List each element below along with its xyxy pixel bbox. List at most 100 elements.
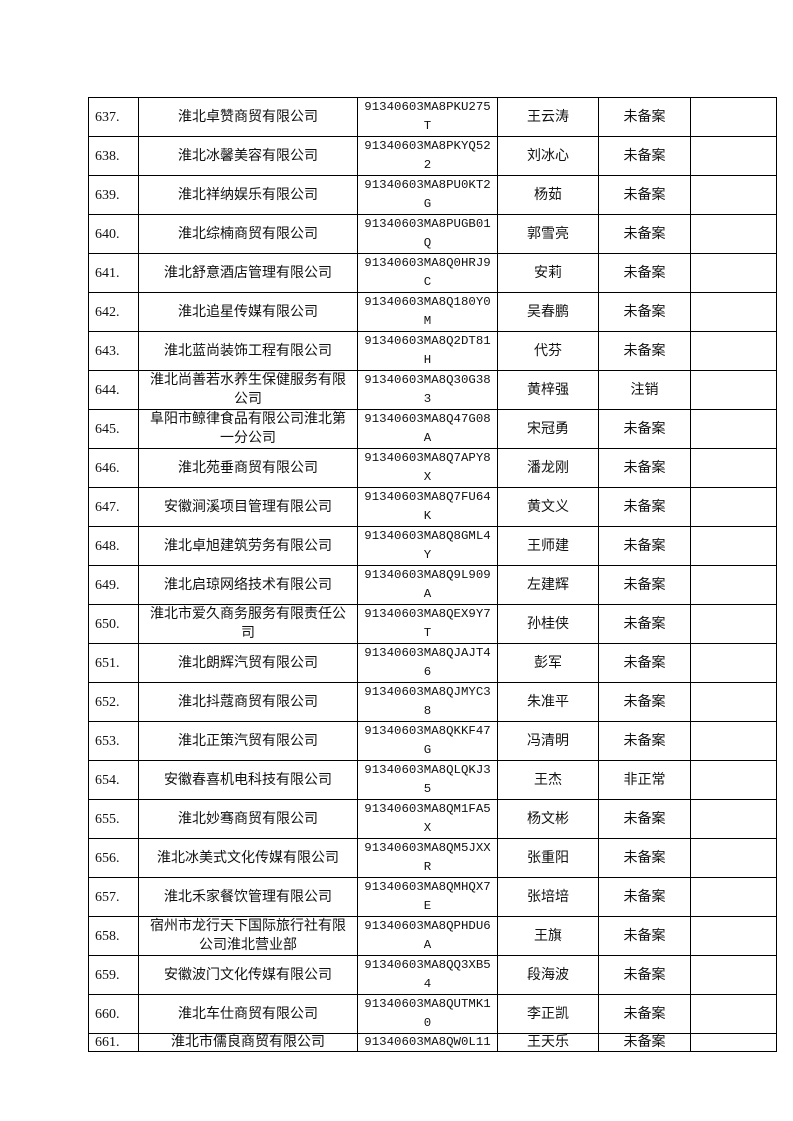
filing-status-cell: 未备案 xyxy=(598,721,691,761)
row-number-cell: 646. xyxy=(88,448,139,488)
table-row: 649. 淮北启琼网络技术有限公司 91340603MA8Q9L909A 左建辉 未备案 xyxy=(88,565,777,605)
row-number-cell: 661. xyxy=(88,1033,139,1052)
note-cell xyxy=(690,214,777,254)
filing-status-cell: 未备案 xyxy=(598,799,691,839)
credit-code-cell: 91340603MA8QJAJT46 xyxy=(357,643,498,683)
filing-status-cell: 未备案 xyxy=(598,877,691,917)
note-cell xyxy=(690,838,777,878)
table-row: 644. 淮北尚善若水养生保健服务有限公司 91340603MA8Q30G383 黄梓… xyxy=(88,370,777,410)
legal-person-cell: 冯清明 xyxy=(497,721,599,761)
credit-code-cell: 91340603MA8PKU275T xyxy=(357,97,498,137)
filing-status-cell: 未备案 xyxy=(598,175,691,215)
company-name-cell: 淮北启琼网络技术有限公司 xyxy=(138,565,358,605)
credit-code-cell: 91340603MA8PU0KT2G xyxy=(357,175,498,215)
legal-person-cell: 彭军 xyxy=(497,643,599,683)
note-cell xyxy=(690,292,777,332)
filing-status-cell: 未备案 xyxy=(598,1033,691,1052)
company-name-cell: 淮北舒意酒店管理有限公司 xyxy=(138,253,358,293)
filing-status-cell: 未备案 xyxy=(598,955,691,995)
company-name-cell: 淮北尚善若水养生保健服务有限公司 xyxy=(138,370,358,410)
filing-status-cell: 未备案 xyxy=(598,331,691,371)
filing-status-cell: 未备案 xyxy=(598,604,691,644)
legal-person-cell: 王师建 xyxy=(497,526,599,566)
legal-person-cell: 潘龙刚 xyxy=(497,448,599,488)
company-name-cell: 淮北追星传媒有限公司 xyxy=(138,292,358,332)
note-cell xyxy=(690,604,777,644)
legal-person-cell: 王旗 xyxy=(497,916,599,956)
table-row: 656. 淮北冰美式文化传媒有限公司 91340603MA8QM5JXXR 张重阳 未备… xyxy=(88,838,777,878)
filing-status-cell: 未备案 xyxy=(598,136,691,176)
company-name-cell: 淮北车仕商贸有限公司 xyxy=(138,994,358,1034)
note-cell xyxy=(690,175,777,215)
row-number-cell: 647. xyxy=(88,487,139,527)
filing-status-cell: 未备案 xyxy=(598,448,691,488)
credit-code-cell: 91340603MA8Q8GML4Y xyxy=(357,526,498,566)
table-row: 640. 淮北综楠商贸有限公司 91340603MA8PUGB01Q 郭雪亮 未备案 xyxy=(88,214,777,254)
filing-status-cell: 未备案 xyxy=(598,838,691,878)
credit-code-cell: 91340603MA8QKKF47G xyxy=(357,721,498,761)
credit-code-cell: 91340603MA8QW0L11 xyxy=(357,1033,498,1052)
legal-person-cell: 黄梓强 xyxy=(497,370,599,410)
company-name-cell: 淮北禾家餐饮管理有限公司 xyxy=(138,877,358,917)
credit-code-cell: 91340603MA8QM1FA5X xyxy=(357,799,498,839)
credit-code-cell: 91340603MA8Q47G08A xyxy=(357,409,498,449)
table-row: 638. 淮北冰馨美容有限公司 91340603MA8PKYQ522 刘冰心 未备案 xyxy=(88,136,777,176)
credit-code-cell: 91340603MA8QLQKJ35 xyxy=(357,760,498,800)
credit-code-cell: 91340603MA8QMHQX7E xyxy=(357,877,498,917)
table-row: 652. 淮北抖蔻商贸有限公司 91340603MA8QJMYC38 朱准平 未备案 xyxy=(88,682,777,722)
note-cell xyxy=(690,1033,777,1052)
company-name-cell: 淮北市儒良商贸有限公司 xyxy=(138,1033,358,1052)
note-cell xyxy=(690,994,777,1034)
note-cell xyxy=(690,643,777,683)
filing-status-cell: 未备案 xyxy=(598,97,691,137)
table-row: 654. 安徽春喜机电科技有限公司 91340603MA8QLQKJ35 王杰 非正常 xyxy=(88,760,777,800)
row-number-cell: 642. xyxy=(88,292,139,332)
note-cell xyxy=(690,565,777,605)
row-number-cell: 651. xyxy=(88,643,139,683)
legal-person-cell: 刘冰心 xyxy=(497,136,599,176)
row-number-cell: 659. xyxy=(88,955,139,995)
note-cell xyxy=(690,331,777,371)
legal-person-cell: 黄文义 xyxy=(497,487,599,527)
legal-person-cell: 李正凯 xyxy=(497,994,599,1034)
enterprise-table: 637. 淮北卓赞商贸有限公司 91340603MA8PKU275T 王云涛 未备案 63… xyxy=(88,97,777,1052)
legal-person-cell: 安莉 xyxy=(497,253,599,293)
company-name-cell: 淮北朗辉汽贸有限公司 xyxy=(138,643,358,683)
note-cell xyxy=(690,370,777,410)
filing-status-cell: 未备案 xyxy=(598,214,691,254)
filing-status-cell: 非正常 xyxy=(598,760,691,800)
note-cell xyxy=(690,955,777,995)
table-row: 647. 安徽涧溪项目管理有限公司 91340603MA8Q7FU64K 黄文义 未备案 xyxy=(88,487,777,527)
row-number-cell: 649. xyxy=(88,565,139,605)
table-row: 657. 淮北禾家餐饮管理有限公司 91340603MA8QMHQX7E 张培培 未备案 xyxy=(88,877,777,917)
company-name-cell: 阜阳市鲸律食品有限公司淮北第一分公司 xyxy=(138,409,358,449)
filing-status-cell: 未备案 xyxy=(598,526,691,566)
row-number-cell: 648. xyxy=(88,526,139,566)
note-cell xyxy=(690,526,777,566)
row-number-cell: 653. xyxy=(88,721,139,761)
table-row: 653. 淮北正策汽贸有限公司 91340603MA8QKKF47G 冯清明 未备案 xyxy=(88,721,777,761)
row-number-cell: 655. xyxy=(88,799,139,839)
table-row: 639. 淮北祥纳娱乐有限公司 91340603MA8PU0KT2G 杨茹 未备案 xyxy=(88,175,777,215)
credit-code-cell: 91340603MA8Q9L909A xyxy=(357,565,498,605)
company-name-cell: 淮北蓝尚装饰工程有限公司 xyxy=(138,331,358,371)
filing-status-cell: 未备案 xyxy=(598,643,691,683)
filing-status-cell: 注销 xyxy=(598,370,691,410)
note-cell xyxy=(690,448,777,488)
credit-code-cell: 91340603MA8Q180Y0M xyxy=(357,292,498,332)
filing-status-cell: 未备案 xyxy=(598,409,691,449)
table-row: 641. 淮北舒意酒店管理有限公司 91340603MA8Q0HRJ9C 安莉 未备案 xyxy=(88,253,777,293)
note-cell xyxy=(690,487,777,527)
company-name-cell: 淮北冰馨美容有限公司 xyxy=(138,136,358,176)
credit-code-cell: 91340603MA8QM5JXXR xyxy=(357,838,498,878)
note-cell xyxy=(690,409,777,449)
note-cell xyxy=(690,721,777,761)
company-name-cell: 淮北市爱久商务服务有限责任公司 xyxy=(138,604,358,644)
credit-code-cell: 91340603MA8Q30G383 xyxy=(357,370,498,410)
table-row: 643. 淮北蓝尚装饰工程有限公司 91340603MA8Q2DT81H 代芬 未备案 xyxy=(88,331,777,371)
table-row: 646. 淮北苑垂商贸有限公司 91340603MA8Q7APY8X 潘龙刚 未备案 xyxy=(88,448,777,488)
company-name-cell: 淮北正策汽贸有限公司 xyxy=(138,721,358,761)
legal-person-cell: 王天乐 xyxy=(497,1033,599,1052)
table-row: 655. 淮北妙骞商贸有限公司 91340603MA8QM1FA5X 杨文彬 未备案 xyxy=(88,799,777,839)
row-number-cell: 639. xyxy=(88,175,139,215)
